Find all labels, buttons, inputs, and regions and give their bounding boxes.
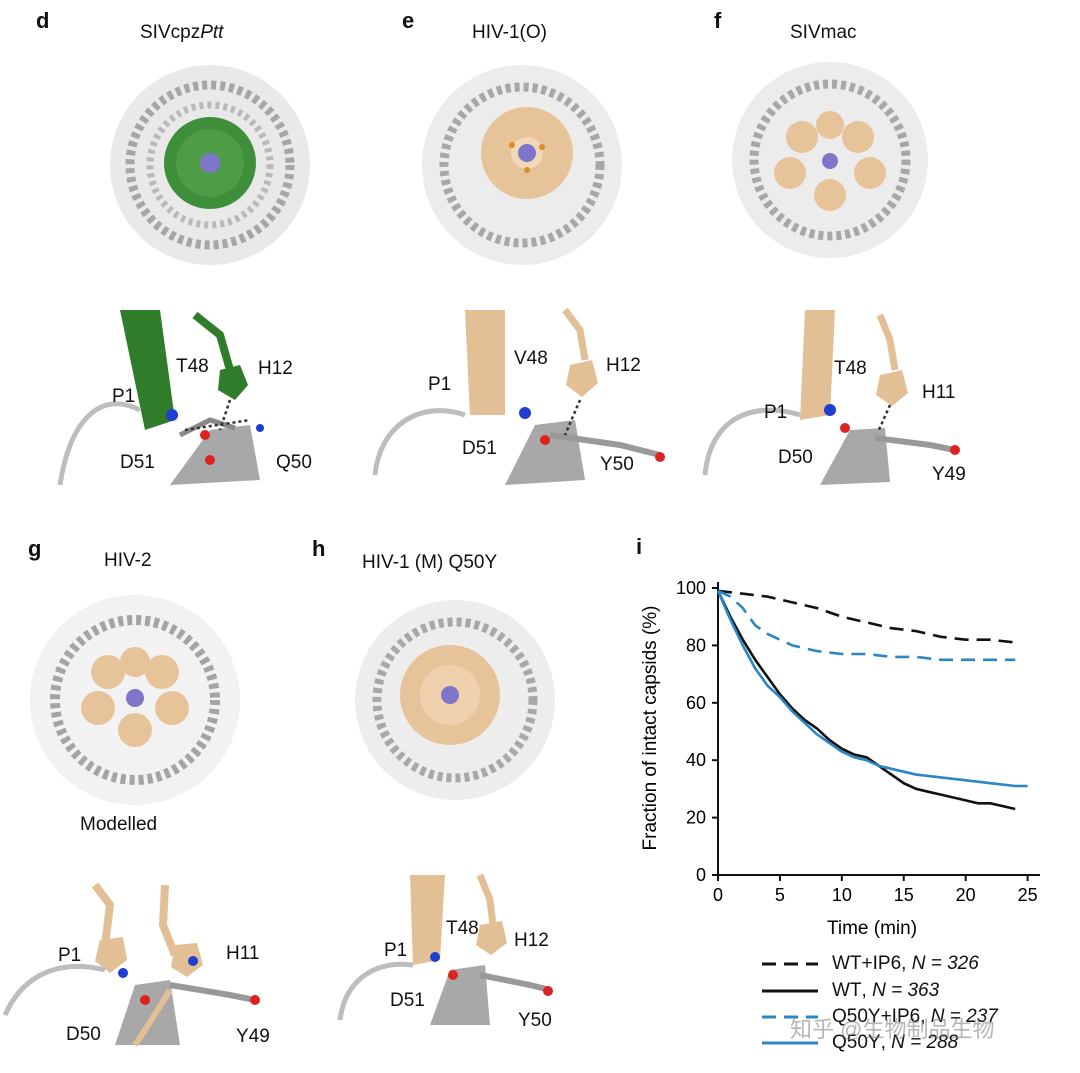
legend-label: Q50Y <box>832 1032 881 1053</box>
residue-label-P1: P1 <box>112 386 136 407</box>
legend-label: WT+IP6 <box>832 953 902 974</box>
x-tick-label: 15 <box>894 885 914 905</box>
legend-swatch <box>762 1041 818 1045</box>
residue-label-D50: D50 <box>778 447 813 468</box>
title-text: SIVcpz <box>140 22 201 43</box>
x-tick-label: 0 <box>713 885 723 905</box>
residue-label-H11: H11 <box>922 382 956 403</box>
residue-label-Y49: Y49 <box>236 1026 270 1047</box>
series-line-q50y <box>716 590 1028 788</box>
legend-swatch <box>762 1015 818 1019</box>
y-tick-label: 20 <box>686 808 706 828</box>
capsid-stability-chart: 0 5 10 15 20 25 0 20 40 60 80 100 Fraction of intac… <box>640 578 1040 939</box>
watermark: 知乎 @生物制品生物 <box>790 1017 995 1042</box>
residue-label-Y49: Y49 <box>932 464 966 485</box>
y-tick-label: 0 <box>696 865 706 885</box>
residue-label-D51: D51 <box>120 452 155 473</box>
residue-closeup-d <box>57 310 264 486</box>
panel-title-h: HIV-1 (M) Q50Y <box>362 552 498 573</box>
residue-label-D51: D51 <box>462 438 497 459</box>
x-axis-label: Time (min) <box>827 918 917 939</box>
residue-label-P1: P1 <box>764 402 788 423</box>
panel-title-g: HIV-2 <box>104 550 152 571</box>
legend-item-wt: WT, N = 363 <box>760 980 939 1002</box>
legend-n: N = 363 <box>872 980 940 1001</box>
panel-letter-f: f <box>714 8 722 33</box>
residue-label-T48: T48 <box>176 356 209 377</box>
panel-letter-e: e <box>402 8 415 33</box>
legend-item-wt-ip6: WT+IP6, N = 326 <box>760 953 979 975</box>
panel-title-f: SIVmac <box>790 22 857 43</box>
modelled-caption: Modelled <box>80 814 158 835</box>
capsid-top-view-e <box>422 65 622 265</box>
capsid-top-view-h <box>355 600 555 800</box>
residue-label-H12: H12 <box>258 358 293 379</box>
residue-closeup-g <box>2 882 260 1047</box>
series-line-wt-ip6 <box>717 589 1016 644</box>
residue-label-H12: H12 <box>606 355 641 376</box>
residue-label-P1: P1 <box>428 374 452 395</box>
residue-label-Y50: Y50 <box>600 454 634 475</box>
capsid-top-view-f <box>732 62 928 258</box>
capsid-top-view-d <box>110 65 310 265</box>
residue-label-T48: T48 <box>446 918 479 939</box>
y-tick-label: 100 <box>676 578 706 598</box>
title-italic: Ptt <box>200 22 224 43</box>
panel-title-d: SIVcpzPtt <box>140 22 223 44</box>
legend-label: Q50Y+IP6 <box>832 1006 921 1027</box>
residue-label-H11: H11 <box>226 943 260 964</box>
x-tick-label: 10 <box>832 885 852 905</box>
residue-label-H12: H12 <box>514 930 549 951</box>
x-tick-label: 20 <box>956 885 976 905</box>
residue-label-Y50: Y50 <box>518 1010 552 1031</box>
y-axis-label: Fraction of intact capsids (%) <box>640 606 661 851</box>
residue-closeup-h <box>337 873 553 1025</box>
panel-letter-i: i <box>636 534 643 559</box>
y-tick-label: 40 <box>686 750 706 770</box>
x-tick-label: 25 <box>1018 885 1038 905</box>
panel-title-e: HIV-1(O) <box>472 22 547 43</box>
residue-closeup-f <box>702 310 960 485</box>
panel-letter-d: d <box>36 8 50 33</box>
legend-n: N = 326 <box>911 953 979 974</box>
legend-item-q50y: Q50Y, N = 288 <box>760 1032 958 1054</box>
y-tick-label: 60 <box>686 693 706 713</box>
residue-label-D50: D50 <box>66 1024 101 1045</box>
residue-label-P1: P1 <box>384 940 408 961</box>
legend-item-q50y-ip6: Q50Y+IP6, N = 237 <box>760 1006 998 1028</box>
panel-letter-h: h <box>312 536 326 561</box>
residue-label-D51: D51 <box>390 990 425 1011</box>
residue-label-P1: P1 <box>58 945 82 966</box>
panel-letter-g: g <box>28 536 42 561</box>
legend-label: WT <box>832 980 862 1001</box>
residue-closeup-e <box>372 307 665 485</box>
series-line-q50y-ip6 <box>717 589 1016 662</box>
capsid-top-view-g <box>30 595 240 805</box>
legend-n: N = 237 <box>930 1006 998 1027</box>
residue-label-Q50: Q50 <box>276 452 312 473</box>
chart-axes: 0 5 10 15 20 25 0 20 40 60 80 100 <box>676 578 1040 905</box>
y-tick-label: 80 <box>686 635 706 655</box>
legend-n: N = 288 <box>891 1032 959 1053</box>
legend-swatch <box>762 962 818 966</box>
legend-swatch <box>762 989 818 993</box>
residue-label-T48: T48 <box>834 358 867 379</box>
series-line-wt <box>716 590 1016 811</box>
residue-label-V48: V48 <box>514 348 548 369</box>
x-tick-label: 5 <box>775 885 785 905</box>
chart-series <box>716 589 1028 811</box>
